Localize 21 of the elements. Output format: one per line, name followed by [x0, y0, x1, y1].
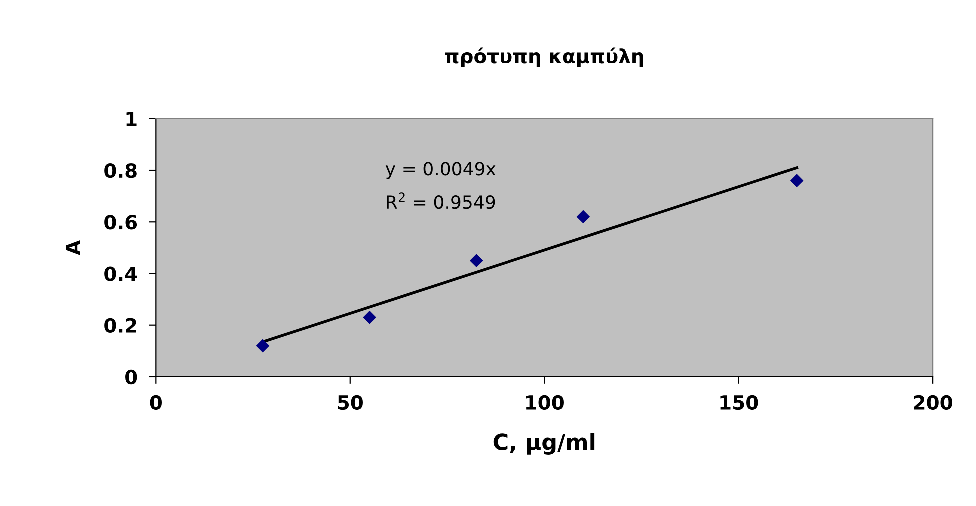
point [790, 174, 804, 188]
x-tick-label: 150 [720, 395, 758, 410]
x-tick-label: 50 [338, 395, 363, 410]
x-tick-label: 200 [914, 395, 952, 410]
point [470, 254, 484, 268]
chart-title: πρότυπη καμπύλη [445, 48, 644, 68]
y-axis-title: A [66, 240, 80, 256]
point [363, 311, 376, 324]
y-tick-label: 0 [126, 370, 138, 385]
y-tick-label: 1 [126, 112, 137, 126]
annotation: R$^{2}$ = 0.9549 [387, 192, 496, 210]
x-tick-label: 100 [526, 395, 564, 410]
y-tick-label: 0.4 [104, 266, 138, 282]
y-tick-label: 0.2 [104, 318, 136, 334]
point [576, 210, 590, 224]
x-tick-label: 0 [150, 395, 162, 410]
y-tick-label: 0.8 [104, 163, 137, 178]
y-tick-label: 0.6 [104, 215, 138, 230]
annotation: y = 0.0049x [386, 162, 496, 180]
x-axis-title: C, μg/ml [494, 433, 595, 455]
point [256, 339, 270, 353]
